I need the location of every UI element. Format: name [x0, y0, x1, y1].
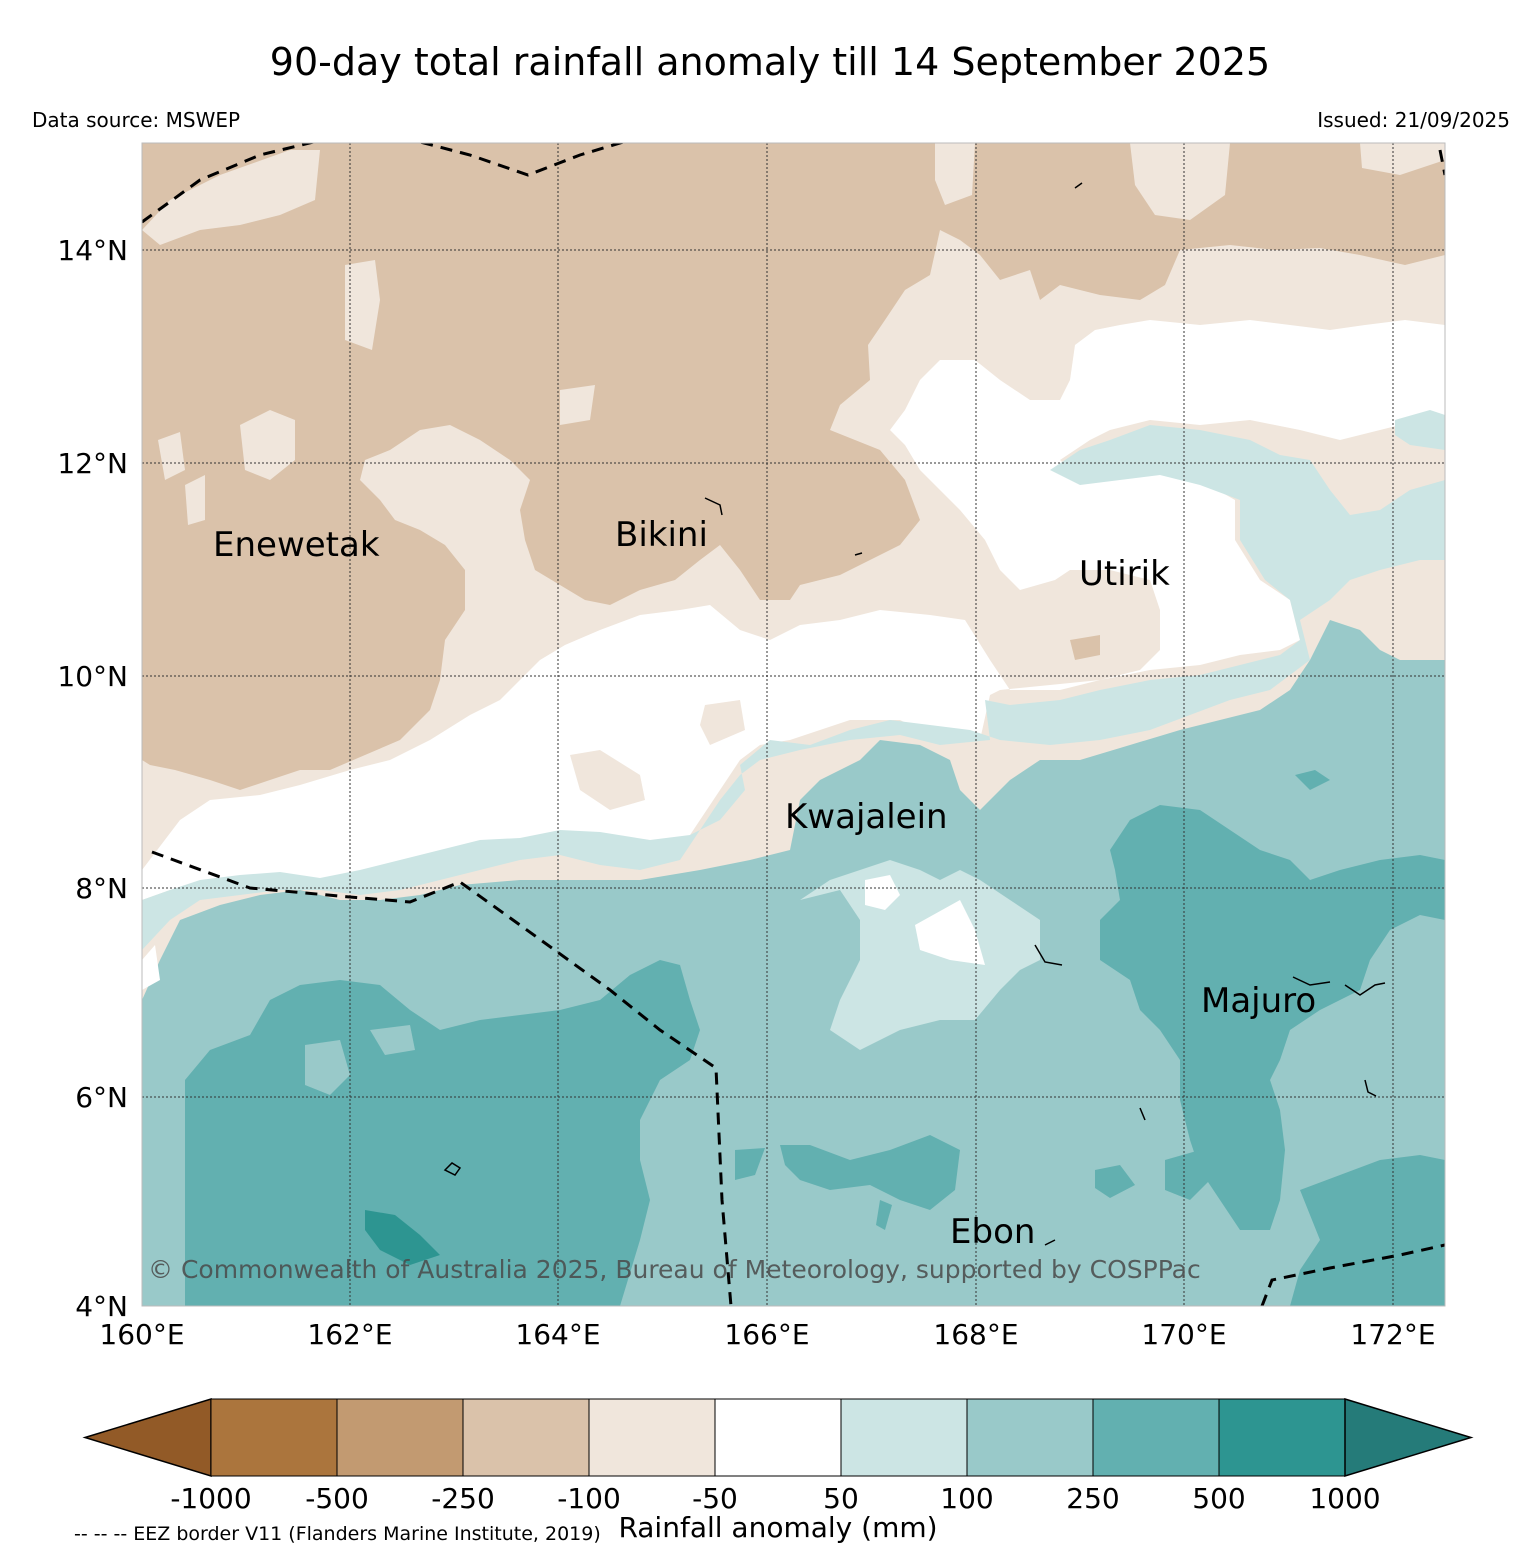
place-label-kwajalein: Kwajalein: [785, 797, 948, 837]
lat-label: 12°N: [57, 447, 128, 480]
anomaly-patch-light-tan: [1130, 143, 1230, 220]
anomaly-patch-light-teal: [1410, 490, 1445, 540]
anomaly-patch-light-teal: [1395, 410, 1445, 450]
colorbar-segment: [462, 1398, 590, 1477]
colorbar-segment: [210, 1398, 338, 1477]
anomaly-region-near-normal: [142, 320, 1445, 900]
colorbar: [82, 1397, 1474, 1478]
data-source-label: Data source: MSWEP: [32, 108, 241, 132]
lon-label: 170°E: [1141, 1318, 1226, 1351]
anomaly-patch-dark-teal: [780, 1135, 960, 1210]
anomaly-patch-light-tan: [345, 260, 380, 350]
colorbar-title: Rainfall anomaly (mm): [618, 1511, 938, 1544]
place-labels: Enewetak Bikini Utirik Kwajalein Majuro …: [213, 515, 1316, 1252]
colorbar-tick-label: 1000: [1309, 1482, 1380, 1515]
atoll-outlines: [443, 182, 1386, 1246]
place-label-majuro: Majuro: [1201, 981, 1316, 1021]
lon-label: 168°E: [933, 1318, 1018, 1351]
colorbar-segment: [966, 1398, 1094, 1477]
colorbar-tick-label: 500: [1192, 1482, 1245, 1515]
lon-label: 160°E: [99, 1318, 184, 1351]
lat-label: 6°N: [75, 1081, 128, 1114]
colorbar-segment: [840, 1398, 968, 1477]
anomaly-patch-light-tan: [142, 150, 320, 245]
anomaly-patch-light-tan: [935, 143, 975, 205]
anomaly-patch-dark-teal: [735, 1148, 765, 1180]
anomaly-patch-tan: [1070, 635, 1100, 660]
lat-label: 10°N: [57, 660, 128, 693]
colorbar-tick-label: -100: [557, 1482, 621, 1515]
colorbar-tick-label: 50: [823, 1482, 859, 1515]
eez-border-note: -- -- -- EEZ border V11 (Flanders Marine…: [74, 1523, 601, 1545]
anomaly-patch-dark-teal: [876, 1200, 892, 1230]
map-frame: [141, 142, 1446, 1307]
anomaly-patch-light-tan: [240, 410, 295, 480]
anomaly-patch-light-teal: [800, 860, 1040, 1050]
eez-border: [142, 143, 1445, 1306]
colorbar-tick-labels: -1000 -500 -250 -100 -50 50 100 250 500 …: [170, 1482, 1380, 1515]
place-label-enewetak: Enewetak: [213, 525, 380, 565]
anomaly-patch-dark-teal: [1095, 1165, 1135, 1198]
lat-label: 14°N: [57, 234, 128, 267]
anomaly-patch-near-normal: [865, 875, 900, 910]
anomaly-patch-dark-teal: [1295, 770, 1330, 790]
copyright-notice: © Commonwealth of Australia 2025, Bureau…: [148, 1255, 1201, 1284]
colorbar-segment: [1092, 1398, 1220, 1477]
place-label-ebon: Ebon: [950, 1212, 1035, 1252]
colorbar-tick-label: -50: [692, 1482, 738, 1515]
anomaly-region-dark-teal: [1100, 805, 1445, 1230]
anomaly-patch-light-tan: [1360, 143, 1445, 175]
anomaly-patch-light-tan: [570, 750, 645, 810]
lat-label: 4°N: [75, 1290, 128, 1323]
colorbar-extend-high: [1344, 1397, 1474, 1478]
colorbar-segment: [1218, 1398, 1346, 1477]
place-label-utirik: Utirik: [1079, 554, 1170, 594]
anomaly-patch-deep-teal: [365, 1210, 440, 1265]
place-label-bikini: Bikini: [615, 515, 708, 555]
lon-label: 164°E: [515, 1318, 600, 1351]
map-plot-area: [142, 143, 1445, 1306]
graticule-grid: [142, 143, 1445, 1306]
anomaly-patch-near-normal: [915, 900, 985, 965]
lon-label: 172°E: [1350, 1318, 1435, 1351]
issued-date-label: Issued: 21/09/2025: [1317, 108, 1510, 132]
lat-label: 8°N: [75, 872, 128, 905]
anomaly-patch-light-tan: [158, 432, 185, 480]
colorbar-tick-label: -500: [305, 1482, 369, 1515]
colorbar-extend-low: [82, 1397, 212, 1478]
lon-label: 162°E: [307, 1318, 392, 1351]
colorbar-segment: [588, 1398, 716, 1477]
latitude-axis: 14°N 12°N 10°N 8°N 6°N 4°N: [57, 234, 128, 1323]
colorbar-tick-label: 100: [940, 1482, 993, 1515]
anomaly-patch-near-normal: [142, 945, 160, 990]
lon-label: 166°E: [724, 1318, 809, 1351]
colorbar-tick-label: 250: [1066, 1482, 1119, 1515]
anomaly-patch-medium-teal: [305, 1040, 350, 1095]
anomaly-region-tan: [142, 143, 1445, 790]
map-title: 90-day total rainfall anomaly till 14 Se…: [269, 40, 1271, 84]
colorbar-segment: [714, 1398, 842, 1477]
colorbar-tick-label: -250: [431, 1482, 495, 1515]
anomaly-patch-dark-teal: [1165, 1150, 1210, 1200]
anomaly-patch-medium-teal: [370, 1025, 415, 1055]
colorbar-segment: [336, 1398, 464, 1477]
longitude-axis: 160°E 162°E 164°E 166°E 168°E 170°E 172°…: [99, 1318, 1435, 1351]
anomaly-patch-light-tan: [560, 385, 595, 425]
anomaly-patch-light-tan: [700, 700, 745, 745]
anomaly-patch-light-tan: [185, 475, 205, 525]
colorbar-tick-label: -1000: [170, 1482, 251, 1515]
